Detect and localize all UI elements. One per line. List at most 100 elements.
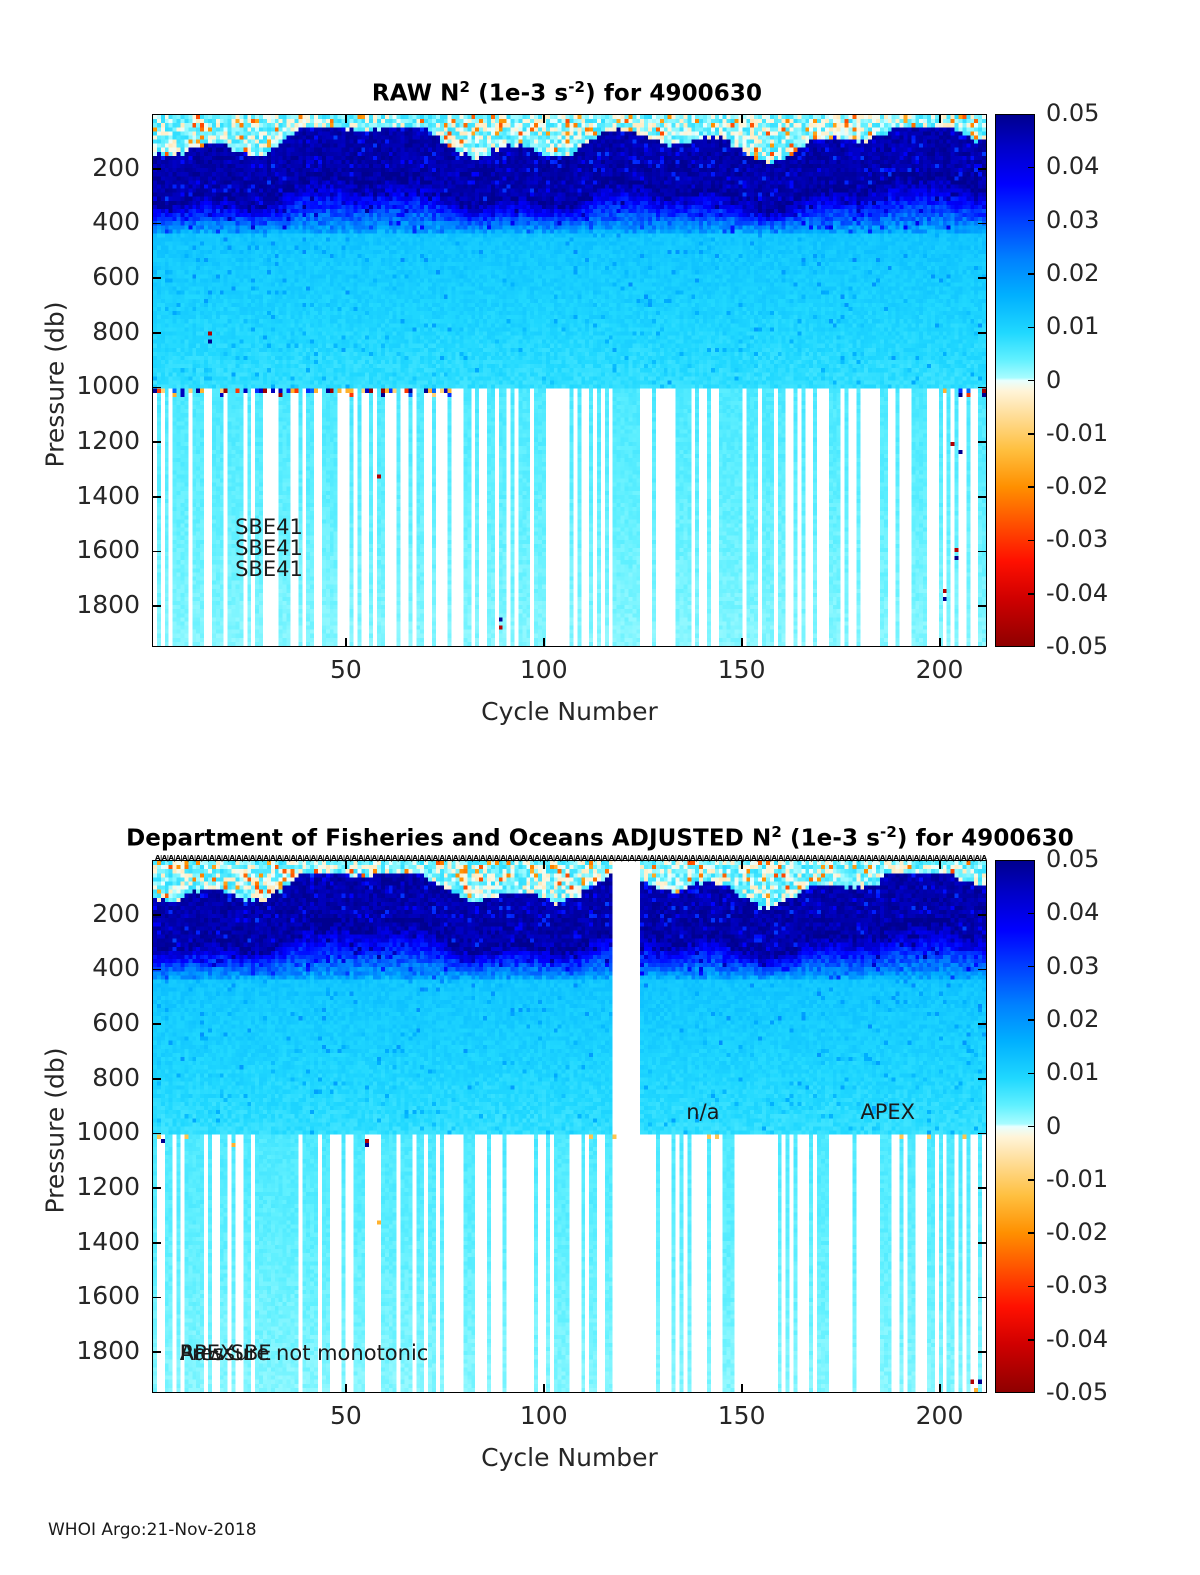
adjusted-title-prefix: Department of Fisheries and Oceans ADJUS… bbox=[126, 825, 772, 852]
y-tick-label-adjusted-4: 1000 bbox=[76, 1117, 140, 1147]
y-tick-mark-right-adjusted-2 bbox=[978, 1023, 987, 1025]
y-tick-mark-adjusted-7 bbox=[152, 1296, 161, 1299]
colorbar-tick-label-adjusted-9: -0.04 bbox=[1046, 1324, 1109, 1353]
x-tick-mark-top-raw-1 bbox=[542, 114, 545, 123]
colorbar-tick-label-adjusted-3: 0.02 bbox=[1046, 1004, 1100, 1033]
annotation-adjusted-1: APEX bbox=[860, 1100, 916, 1125]
x-tick-label-adjusted-1: 100 bbox=[519, 1401, 568, 1430]
colorbar-tick-mark-adjusted-9 bbox=[1028, 1339, 1035, 1341]
y-tick-mark-right-adjusted-4 bbox=[978, 1132, 987, 1135]
y-tick-mark-adjusted-0 bbox=[152, 913, 161, 916]
colorbar-tick-mark-adjusted-6 bbox=[1028, 1179, 1035, 1181]
y-tick-label-adjusted-5: 1200 bbox=[76, 1172, 140, 1201]
x-tick-mark-top-raw-0 bbox=[345, 114, 347, 123]
colorbar-tick-label-raw-0: 0.05 bbox=[1046, 99, 1100, 127]
adjusted-x-axis-title: Cycle Number bbox=[481, 1443, 658, 1472]
colorbar-tick-label-raw-9: -0.04 bbox=[1046, 578, 1109, 607]
raw-title-mid: (1e-3 s bbox=[470, 80, 569, 107]
y-tick-mark-right-adjusted-0 bbox=[978, 913, 987, 916]
y-tick-label-raw-8: 1800 bbox=[76, 590, 140, 619]
annotation-raw-0: SBE41 bbox=[235, 515, 303, 540]
y-tick-label-adjusted-1: 400 bbox=[92, 953, 140, 983]
y-tick-mark-right-adjusted-1 bbox=[978, 968, 987, 971]
raw-y-axis-title: Pressure (db) bbox=[40, 301, 70, 468]
colorbar-tick-label-raw-7: -0.02 bbox=[1046, 472, 1109, 501]
colorbar-tick-mark-adjusted-3 bbox=[1028, 1019, 1035, 1021]
x-tick-label-raw-2: 150 bbox=[717, 655, 766, 684]
y-tick-label-raw-1: 400 bbox=[92, 207, 140, 237]
colorbar-tick-label-adjusted-2: 0.03 bbox=[1046, 951, 1100, 980]
x-tick-mark-adjusted-3 bbox=[938, 1384, 941, 1393]
y-tick-mark-raw-5 bbox=[152, 441, 161, 443]
y-tick-mark-right-raw-3 bbox=[978, 331, 987, 334]
y-tick-mark-adjusted-8 bbox=[152, 1351, 161, 1353]
x-tick-mark-adjusted-1 bbox=[542, 1384, 545, 1393]
adjusted-title-suffix: ) for 4900630 bbox=[896, 825, 1074, 852]
x-tick-mark-top-raw-3 bbox=[938, 114, 941, 123]
x-tick-mark-top-adjusted-3 bbox=[938, 860, 941, 869]
y-tick-mark-raw-1 bbox=[152, 222, 161, 225]
colorbar-tick-label-raw-5: 0 bbox=[1046, 365, 1062, 394]
raw-title-exponent-1: 2 bbox=[459, 78, 471, 96]
colorbar-tick-label-raw-2: 0.03 bbox=[1046, 205, 1100, 234]
colorbar-tick-label-raw-3: 0.02 bbox=[1046, 258, 1100, 287]
y-tick-label-raw-0: 200 bbox=[92, 152, 140, 182]
colorbar-tick-mark-raw-6 bbox=[1028, 433, 1035, 435]
y-tick-label-raw-3: 800 bbox=[92, 316, 140, 346]
annotation-adjusted-2: APEX bbox=[179, 1340, 235, 1365]
figure-footer: WHOI Argo:21-Nov-2018 bbox=[48, 1520, 257, 1540]
raw-panel-title: RAW N2 (1e-3 s-2) for 4900630 bbox=[152, 78, 982, 107]
x-tick-mark-raw-3 bbox=[938, 638, 941, 647]
colorbar-tick-mark-raw-9 bbox=[1028, 593, 1035, 595]
colorbar-tick-mark-raw-8 bbox=[1028, 539, 1035, 542]
colorbar-tick-mark-adjusted-8 bbox=[1028, 1285, 1035, 1288]
colorbar-tick-mark-raw-2 bbox=[1028, 219, 1035, 222]
y-tick-mark-right-raw-8 bbox=[978, 605, 987, 607]
y-tick-mark-adjusted-5 bbox=[152, 1187, 161, 1189]
y-tick-label-adjusted-2: 600 bbox=[92, 1008, 140, 1037]
colorbar-tick-label-raw-1: 0.04 bbox=[1046, 152, 1100, 181]
y-tick-label-adjusted-0: 200 bbox=[92, 898, 140, 928]
y-tick-mark-raw-8 bbox=[152, 605, 161, 607]
colorbar-tick-label-raw-8: -0.03 bbox=[1046, 525, 1109, 554]
y-tick-mark-right-raw-1 bbox=[978, 222, 987, 225]
x-tick-label-raw-1: 100 bbox=[519, 655, 568, 684]
colorbar-tick-label-adjusted-5: 0 bbox=[1046, 1111, 1062, 1140]
x-tick-mark-raw-1 bbox=[542, 638, 545, 647]
colorbar-tick-label-raw-4: 0.01 bbox=[1046, 312, 1100, 341]
x-tick-mark-top-adjusted-0 bbox=[345, 860, 347, 869]
y-tick-mark-raw-2 bbox=[152, 277, 161, 279]
y-tick-mark-right-raw-6 bbox=[978, 495, 987, 498]
annotation-adjusted-3: Raw SBE bbox=[179, 1340, 272, 1365]
y-tick-label-adjusted-7: 1600 bbox=[76, 1281, 140, 1311]
raw-x-axis-title: Cycle Number bbox=[481, 697, 658, 726]
colorbar-tick-label-adjusted-0: 0.05 bbox=[1046, 845, 1100, 873]
colorbar-tick-mark-raw-1 bbox=[1028, 166, 1035, 169]
colorbar-tick-label-adjusted-6: -0.01 bbox=[1046, 1164, 1109, 1193]
colorbar-tick-mark-adjusted-2 bbox=[1028, 965, 1035, 968]
y-tick-label-adjusted-3: 800 bbox=[92, 1062, 140, 1092]
y-tick-mark-adjusted-6 bbox=[152, 1241, 161, 1244]
colorbar-tick-mark-adjusted-5 bbox=[1028, 1125, 1035, 1128]
raw-plot-axes bbox=[152, 114, 987, 647]
y-tick-mark-right-raw-7 bbox=[978, 550, 987, 553]
y-tick-label-adjusted-6: 1400 bbox=[76, 1226, 140, 1256]
adjusted-plot-axes bbox=[152, 860, 987, 1393]
y-tick-mark-adjusted-3 bbox=[152, 1077, 161, 1080]
x-tick-mark-adjusted-2 bbox=[740, 1384, 743, 1393]
colorbar-tick-mark-adjusted-1 bbox=[1028, 912, 1035, 915]
x-tick-mark-top-adjusted-2 bbox=[740, 860, 743, 869]
x-tick-mark-raw-2 bbox=[740, 638, 743, 647]
y-tick-mark-raw-3 bbox=[152, 331, 161, 334]
x-tick-label-adjusted-0: 50 bbox=[330, 1401, 362, 1430]
x-tick-label-raw-3: 200 bbox=[915, 655, 964, 684]
annotation-raw-2: SBE41 bbox=[235, 557, 303, 581]
y-tick-label-raw-6: 1400 bbox=[76, 480, 140, 510]
x-tick-mark-top-raw-2 bbox=[740, 114, 743, 123]
raw-title-prefix: RAW N bbox=[371, 80, 460, 107]
colorbar-tick-mark-raw-5 bbox=[1028, 379, 1035, 382]
colorbar-tick-mark-raw-4 bbox=[1028, 326, 1035, 329]
y-tick-mark-adjusted-1 bbox=[152, 968, 161, 971]
annotation-raw-1: SBE41 bbox=[235, 535, 303, 560]
adjusted-heatmap bbox=[153, 861, 986, 1392]
